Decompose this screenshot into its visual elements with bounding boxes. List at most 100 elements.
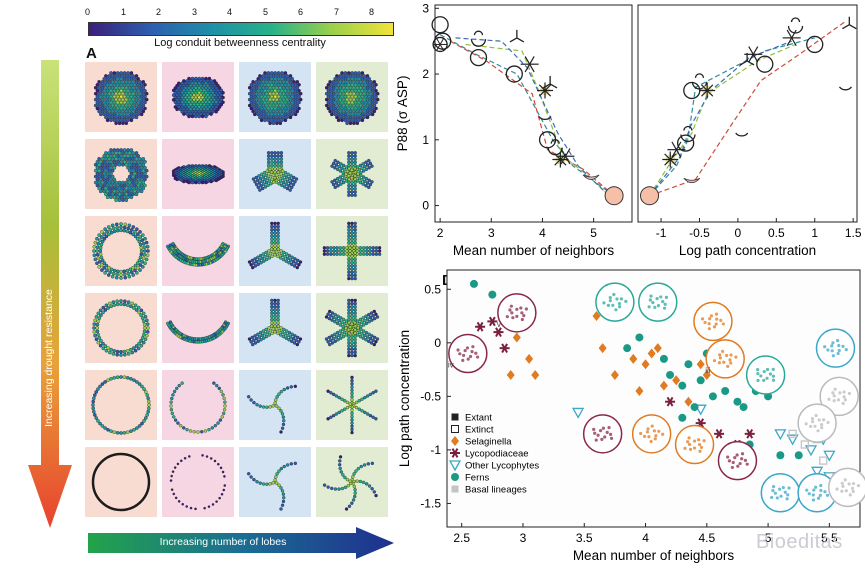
- inset-conduit: [762, 378, 766, 382]
- inset-conduit: [842, 390, 846, 394]
- conduit: [273, 240, 277, 245]
- conduit: [170, 488, 174, 491]
- conduit: [124, 85, 129, 90]
- conduit: [336, 118, 341, 123]
- conduit: [138, 174, 142, 179]
- conduit: [353, 341, 357, 345]
- conduit: [261, 405, 266, 409]
- profile-marker: [432, 36, 448, 53]
- conduit: [344, 507, 349, 511]
- conduit: [144, 416, 148, 420]
- conduit: [204, 105, 208, 109]
- conduit: [347, 193, 351, 197]
- conduit: [105, 229, 109, 234]
- conduit: [353, 301, 357, 306]
- conduit: [350, 378, 354, 383]
- conduit: [207, 109, 212, 114]
- inset-conduit: [837, 343, 841, 348]
- conduit: [344, 179, 349, 183]
- conduit: [329, 314, 333, 318]
- conduit: [367, 332, 371, 336]
- conduit: [100, 168, 105, 173]
- conduit: [350, 311, 354, 315]
- conduit: [329, 252, 333, 256]
- conduit: [340, 397, 344, 401]
- conduit: [328, 342, 332, 347]
- conduit: [221, 100, 225, 105]
- conduit: [112, 160, 117, 164]
- conduit: [284, 175, 289, 179]
- conduit: [285, 463, 290, 467]
- point-selaginella: [672, 375, 681, 386]
- conduit: [124, 91, 129, 96]
- conduit: [119, 112, 123, 117]
- conduit: [168, 320, 173, 324]
- conduit: [207, 95, 212, 100]
- conduit: [253, 100, 257, 105]
- conduit: [365, 115, 370, 120]
- conduit: [115, 431, 120, 435]
- conduit: [268, 85, 272, 90]
- profile-marker: [431, 16, 449, 34]
- inset-conduit: [816, 496, 821, 500]
- conduit: [350, 330, 354, 334]
- conduit: [95, 183, 100, 188]
- inset-conduit: [509, 304, 513, 308]
- point-other-lycophytes: [811, 466, 824, 478]
- conduit: [95, 322, 100, 327]
- conduit: [347, 320, 351, 325]
- conduit: [246, 472, 251, 476]
- conduit: [96, 241, 101, 246]
- conduit: [275, 173, 279, 177]
- inset-bubble: [595, 282, 635, 322]
- conduit: [99, 106, 103, 111]
- conduit: [288, 335, 293, 339]
- conduit: [109, 83, 113, 87]
- inset-conduit: [697, 442, 702, 447]
- conduit: [330, 180, 334, 184]
- conduit: [98, 421, 102, 426]
- conduit: [340, 409, 344, 413]
- conduit: [290, 88, 294, 93]
- conduit: [214, 81, 218, 86]
- conduit: [271, 97, 276, 102]
- conduit: [347, 267, 351, 271]
- conduit: [371, 415, 375, 419]
- x-tick-label: 5: [765, 531, 772, 545]
- conduit: [328, 97, 332, 102]
- inset-label: iv: [448, 361, 454, 370]
- point-basal-lineages: [788, 429, 797, 438]
- conduit: [275, 327, 279, 331]
- conduit: [116, 106, 120, 111]
- conduit: [129, 88, 134, 93]
- conduit: [97, 180, 101, 185]
- conduit: [362, 97, 366, 102]
- conduit: [169, 408, 174, 412]
- conduit: [266, 71, 271, 75]
- conduit: [367, 166, 371, 170]
- conduit: [188, 88, 193, 93]
- conduit: [358, 180, 363, 185]
- profile-marker: [604, 186, 624, 206]
- inset-conduit: [811, 493, 815, 497]
- conduit: [361, 182, 365, 186]
- conduit: [263, 100, 267, 105]
- conduit: [358, 317, 363, 322]
- conduit: [278, 103, 283, 108]
- conduit: [361, 336, 365, 340]
- conduit: [134, 308, 139, 312]
- conduit: [92, 330, 97, 334]
- conduit: [372, 85, 377, 90]
- conduit: [175, 98, 179, 102]
- conduit: [347, 237, 351, 242]
- conduit: [95, 160, 100, 164]
- conduit: [140, 238, 144, 242]
- conduit: [350, 100, 354, 105]
- conduit: [197, 109, 201, 114]
- conduit: [345, 249, 349, 253]
- profile-marker: [582, 174, 600, 180]
- conduit: [135, 227, 139, 231]
- conduit: [355, 85, 360, 90]
- conduit: [246, 395, 251, 399]
- tri-arm: [746, 60, 755, 66]
